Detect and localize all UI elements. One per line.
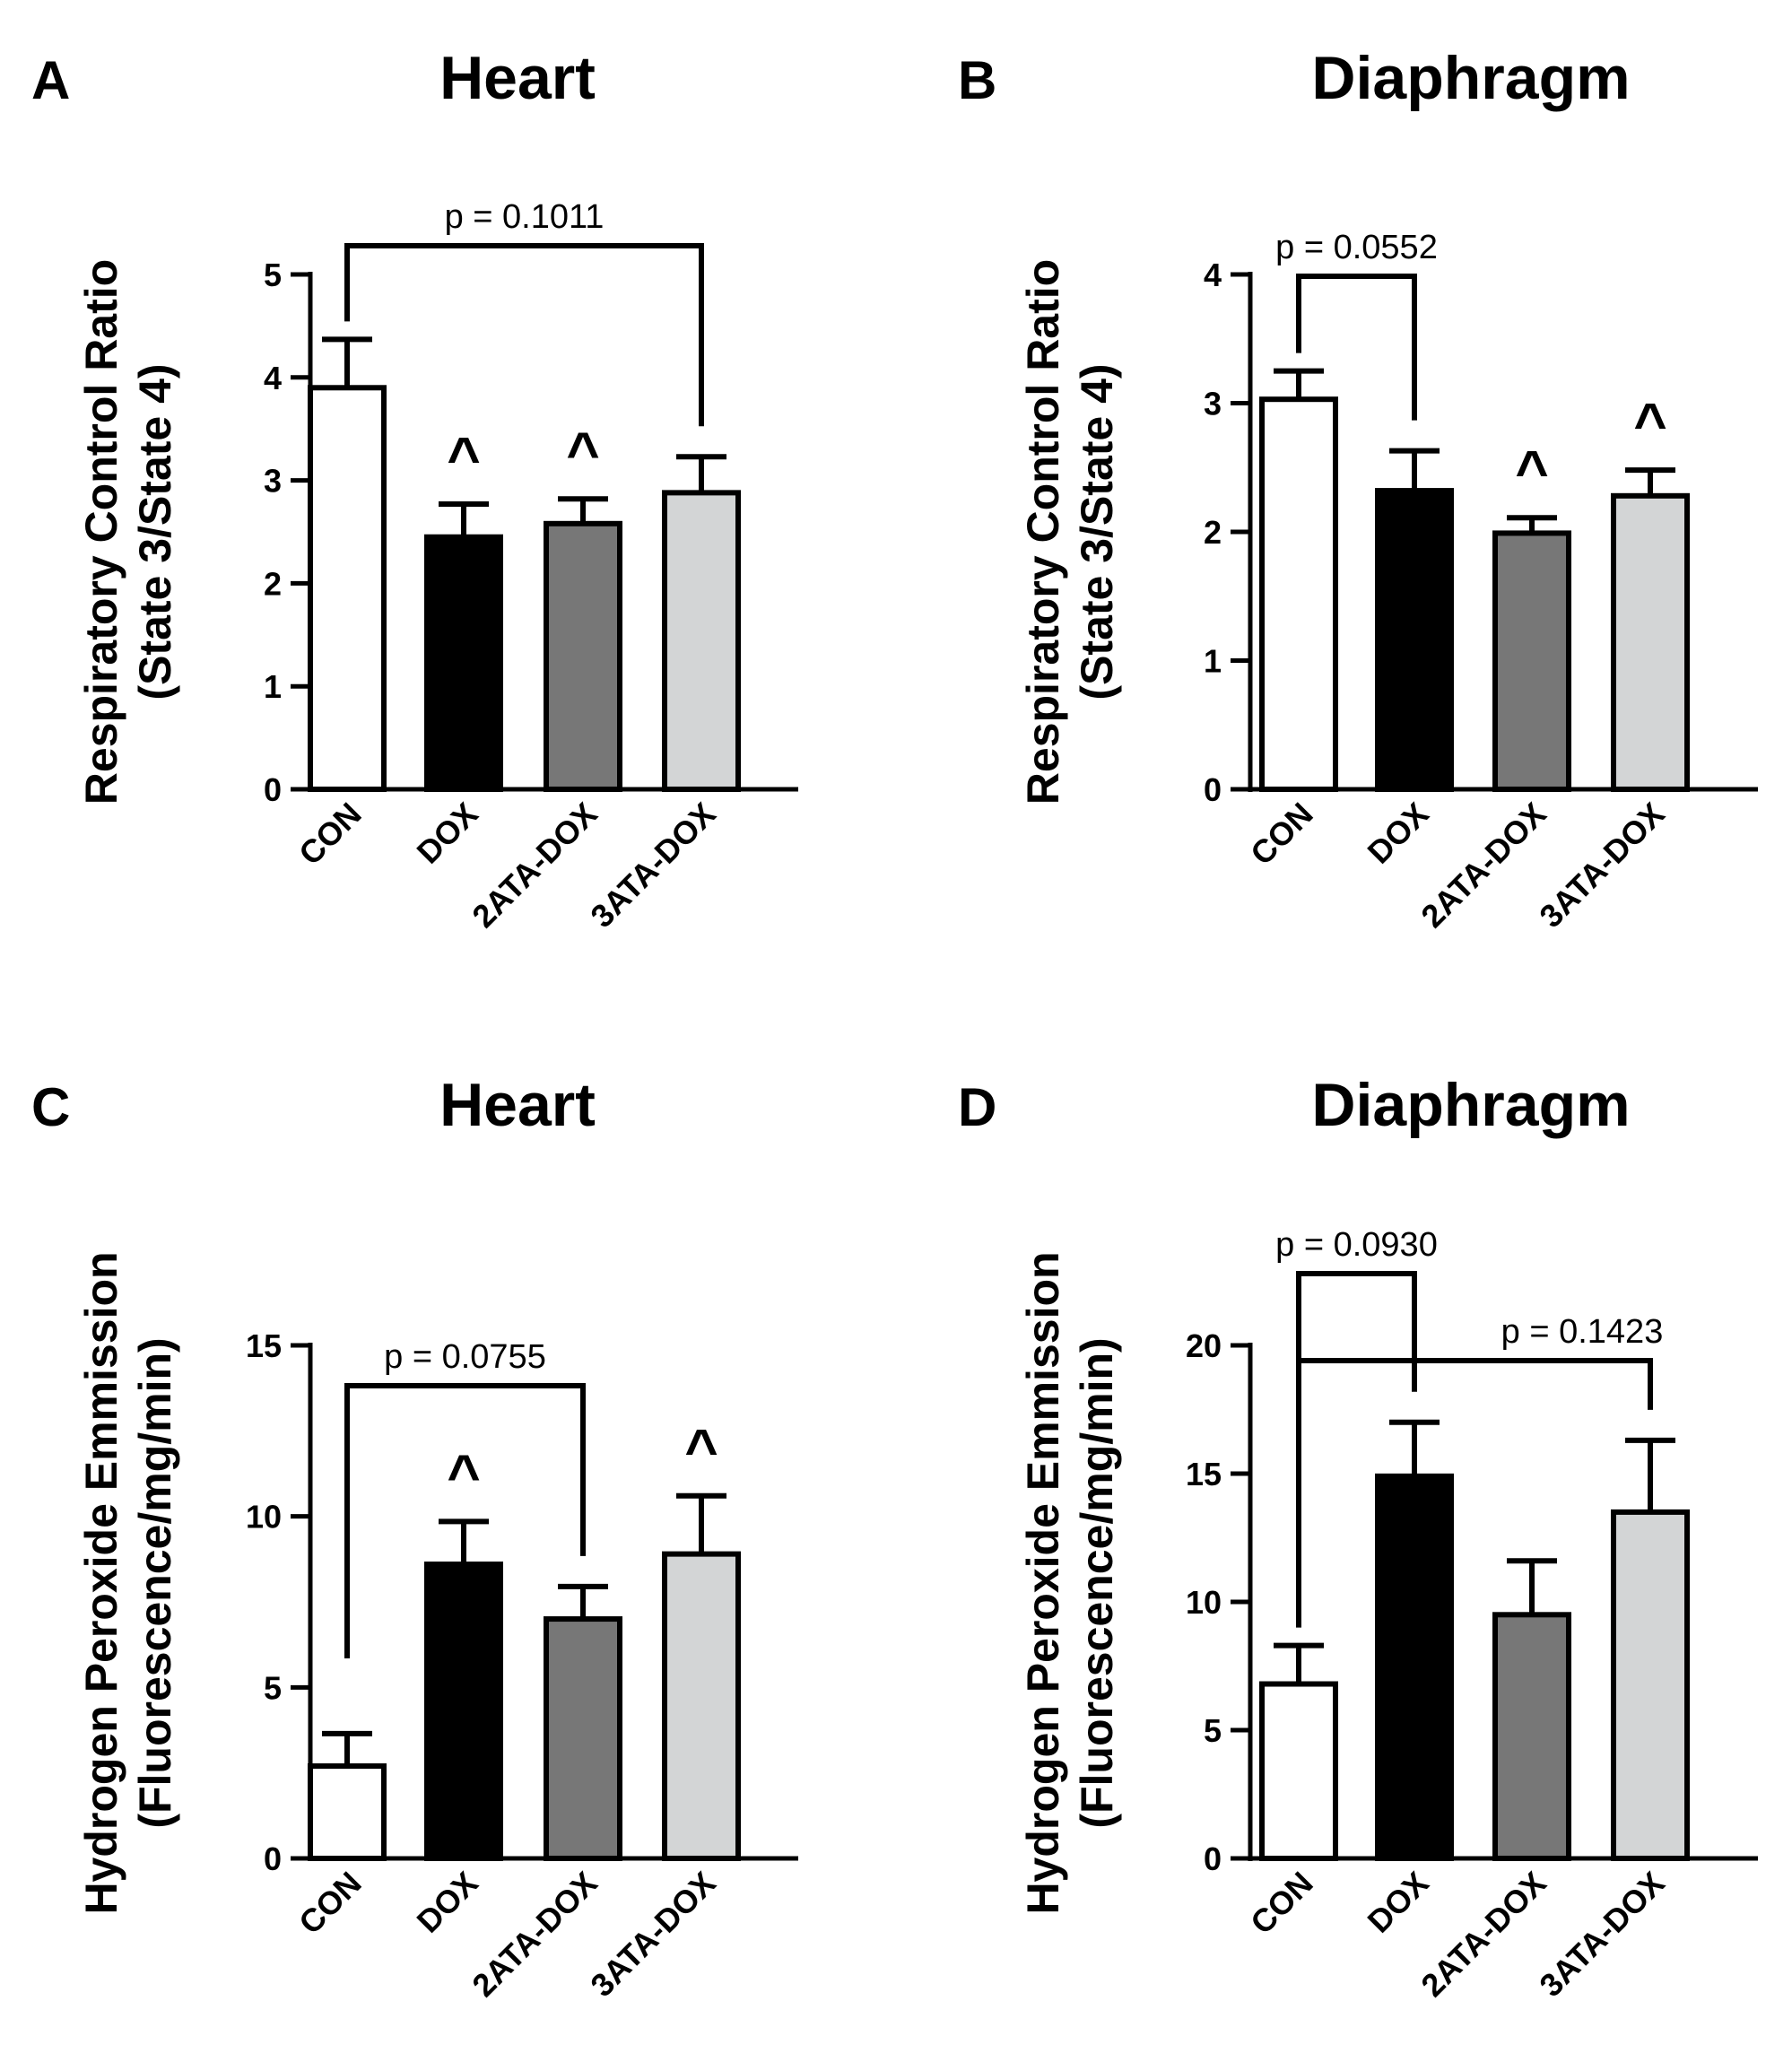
bar-2ata-dox: [1492, 530, 1571, 792]
x-tick-label-dox: DOX: [410, 796, 485, 871]
y-axis-label: Respiratory Control Ratio(State 3/State …: [1018, 259, 1122, 805]
x-tick-label-dox: DOX: [410, 1865, 485, 1940]
significance-bracket: [1296, 274, 1417, 421]
bar-dox: [424, 534, 503, 792]
y-tick-label: 10: [1186, 1584, 1222, 1621]
significance-marker-2ata-dox: ^: [1515, 439, 1548, 503]
bar-3ata-dox: [1611, 492, 1690, 792]
y-tick-label: 0: [1204, 771, 1222, 808]
significance-marker-dox: ^: [447, 425, 480, 490]
significance-marker-dox: ^: [447, 1442, 480, 1507]
y-axis-label: Respiratory Control Ratio(State 3/State …: [76, 259, 180, 805]
y-tick-label: 3: [1204, 386, 1222, 422]
y-axis-label: Hydrogen Peroxide Emmission(Fluorescence…: [76, 1251, 180, 1914]
bar-3ata-dox: [662, 490, 741, 792]
bar-dox: [1375, 488, 1454, 793]
p-value-label: p = 0.1423: [1501, 1313, 1664, 1351]
y-axis-label-line: (Fluorescence/mg/min): [130, 1337, 180, 1828]
significance-bracket: [1296, 1358, 1653, 1628]
y-axis-label-line: Respiratory Control Ratio: [76, 259, 126, 805]
panel-a: A Heart Respiratory Control Ratio(State 3/…: [31, 44, 798, 935]
panel-letter: A: [31, 50, 70, 110]
y-tick-label: 4: [264, 360, 282, 396]
x-tick-label-2ata-dox: 2ATA-DOX: [1414, 1865, 1553, 2004]
p-value-label: p = 0.0930: [1275, 1226, 1438, 1264]
panel-letter: C: [31, 1077, 70, 1137]
bar-3ata-dox: [1611, 1509, 1690, 1862]
y-tick-label: 10: [246, 1499, 282, 1536]
p-value-label: p = 0.0552: [1275, 229, 1438, 266]
y-axis-label-line: Hydrogen Peroxide Emmission: [76, 1251, 126, 1914]
y-tick-label: 0: [264, 771, 282, 808]
x-tick-label-3ata-dox: 3ATA-DOX: [1532, 1865, 1671, 2004]
y-tick-label: 5: [1204, 1712, 1222, 1749]
y-axis-label-line: (State 3/State 4): [130, 363, 180, 700]
bar-2ata-dox: [1492, 1612, 1571, 1862]
x-tick-label-con: CON: [1243, 796, 1320, 873]
x-tick-label-3ata-dox: 3ATA-DOX: [583, 796, 722, 935]
bar-con: [1259, 1681, 1338, 1862]
significance-marker-3ata-dox: ^: [1633, 391, 1666, 456]
bar-2ata-dox: [544, 1616, 622, 1861]
bar-2ata-dox: [544, 520, 622, 792]
x-tick-label-2ata-dox: 2ATA-DOX: [1414, 796, 1553, 935]
x-tick-label-dox: DOX: [1361, 1865, 1436, 1940]
panel-letter: D: [958, 1077, 996, 1137]
p-value-label: p = 0.1011: [445, 198, 605, 236]
y-tick-label: 5: [264, 1669, 282, 1706]
x-tick-label-2ata-dox: 2ATA-DOX: [465, 1865, 604, 2004]
y-tick-label: 2: [1204, 514, 1222, 551]
y-tick-label: 0: [264, 1840, 282, 1877]
bar-con: [308, 385, 387, 792]
significance-bracket: [344, 243, 704, 427]
y-tick-label: 1: [1204, 643, 1222, 680]
y-tick-label: 2: [264, 565, 282, 602]
panel-title: Diaphragm: [1311, 44, 1630, 112]
y-tick-label: 5: [264, 257, 282, 293]
panel-title: Heart: [439, 44, 596, 112]
y-axis-label-line: Respiratory Control Ratio: [1018, 259, 1068, 805]
bar-con: [1259, 396, 1338, 792]
panel-letter: B: [958, 50, 996, 110]
significance-marker-3ata-dox: ^: [684, 1417, 718, 1482]
x-tick-label-3ata-dox: 3ATA-DOX: [583, 1865, 722, 2004]
y-axis-label-line: (State 3/State 4): [1072, 363, 1122, 700]
x-tick-label-con: CON: [291, 796, 369, 873]
bar-dox: [424, 1562, 503, 1861]
bar-dox: [1375, 1473, 1454, 1861]
significance-marker-2ata-dox: ^: [566, 420, 599, 484]
y-tick-label: 20: [1186, 1327, 1222, 1364]
panel-d: D Diaphragm Hydrogen Peroxide Emmission(Fl…: [958, 1071, 1758, 2004]
y-tick-label: 3: [264, 463, 282, 500]
panel-title: Heart: [439, 1071, 596, 1139]
y-axis-label: Hydrogen Peroxide Emmission(Fluorescence…: [1018, 1251, 1122, 1914]
p-value-label: p = 0.0755: [384, 1338, 546, 1376]
x-tick-label-dox: DOX: [1361, 796, 1436, 871]
significance-bracket: [344, 1383, 586, 1658]
panel-title: Diaphragm: [1311, 1071, 1630, 1139]
bar-3ata-dox: [662, 1551, 741, 1861]
panel-c: C Heart Hydrogen Peroxide Emmission(Fluore…: [31, 1071, 798, 2004]
y-axis-label-line: Hydrogen Peroxide Emmission: [1018, 1251, 1068, 1914]
y-tick-label: 0: [1204, 1840, 1222, 1877]
y-axis-label-line: (Fluorescence/mg/min): [1072, 1337, 1122, 1828]
y-tick-label: 15: [1186, 1456, 1222, 1492]
y-tick-label: 4: [1204, 257, 1222, 293]
x-tick-label-con: CON: [1243, 1865, 1320, 1942]
x-tick-label-2ata-dox: 2ATA-DOX: [465, 796, 604, 935]
y-tick-label: 15: [246, 1327, 282, 1364]
bar-con: [308, 1763, 387, 1862]
x-tick-label-con: CON: [291, 1865, 369, 1942]
panel-b: B Diaphragm Respiratory Control Ratio(Stat…: [958, 44, 1758, 935]
y-tick-label: 1: [264, 668, 282, 705]
x-tick-label-3ata-dox: 3ATA-DOX: [1532, 796, 1671, 935]
